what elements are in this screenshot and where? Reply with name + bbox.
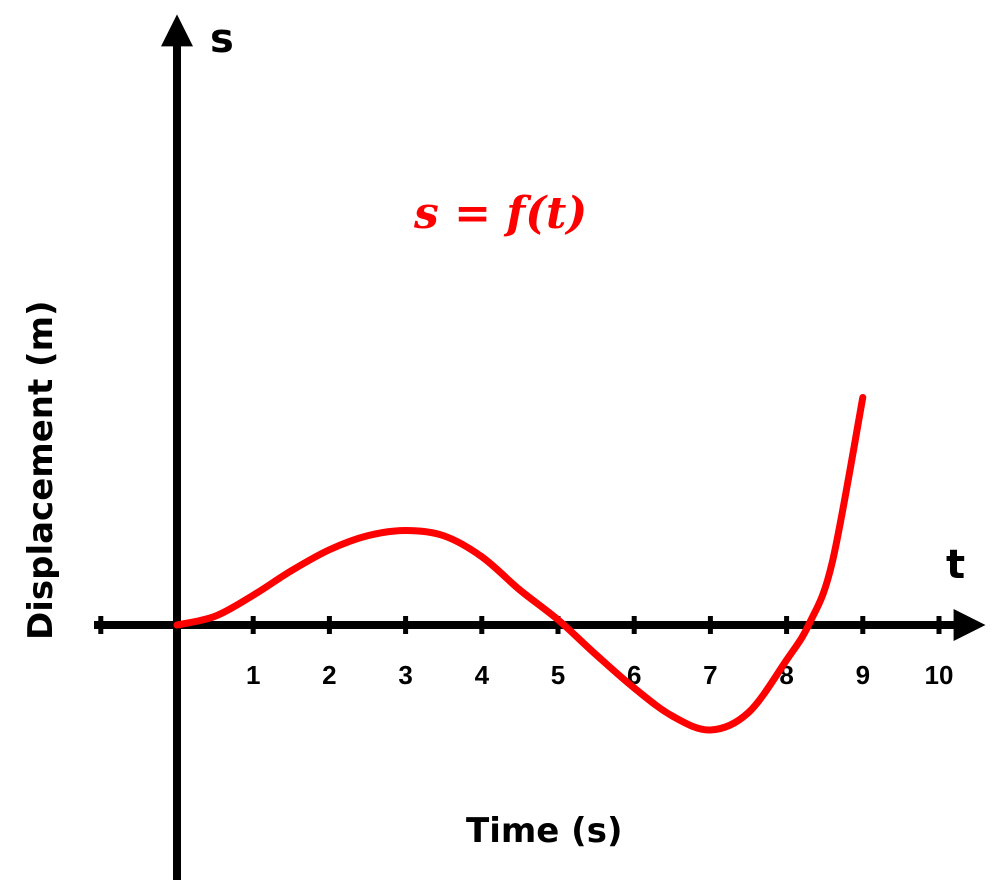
y-axis-title: Displacement (m) <box>21 300 61 640</box>
x-tick-label: 9 <box>856 660 870 690</box>
x-tick-label: 5 <box>551 660 565 690</box>
curve-annotation: s = f(t) <box>413 188 587 239</box>
y-axis-symbol: s <box>210 16 234 62</box>
x-tick-labels: 1 2 3 4 5 6 7 8 9 10 <box>246 660 953 690</box>
x-ticks <box>98 616 942 634</box>
displacement-curve <box>173 394 867 734</box>
x-axis-symbol: t <box>946 542 965 588</box>
x-axis-title: Time (s) <box>466 811 623 851</box>
x-tick-label: 7 <box>703 660 717 690</box>
axes <box>94 14 986 880</box>
x-tick-label: 10 <box>925 660 954 690</box>
x-tick-label: 2 <box>322 660 336 690</box>
x-tick-label: 4 <box>475 660 490 690</box>
x-tick-label: 1 <box>246 660 260 690</box>
x-tick-label: 3 <box>398 660 412 690</box>
